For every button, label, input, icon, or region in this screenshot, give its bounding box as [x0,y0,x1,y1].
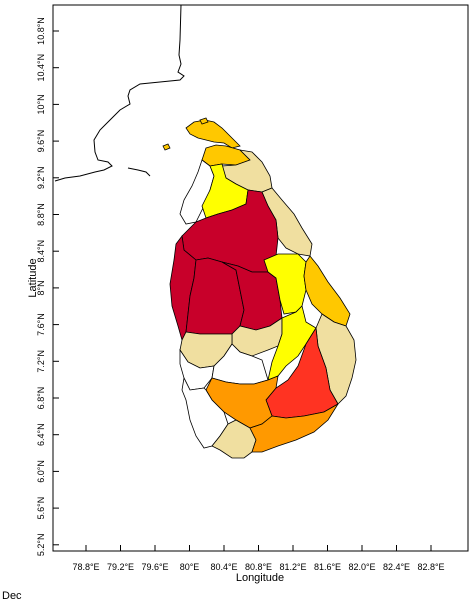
y-axis-title: Latitude [27,258,39,297]
x-tick-label: 81.6°E [314,562,341,572]
y-tick-label: 10.4°N [36,54,46,82]
island-north [199,117,209,125]
sri-lanka-districts [162,119,357,459]
x-tick-label: 80.4°E [210,562,237,572]
x-tick-label: 80.8°E [245,562,272,572]
y-tick-label: 6.8°N [36,387,46,410]
x-tick-label: 79.2°E [107,562,134,572]
x-tick-label: 81.2°E [279,562,306,572]
y-tick-label: 5.2°N [36,533,46,556]
month-label: Dec [2,590,22,602]
y-tick-label: 10°N [36,94,46,114]
y-tick-label: 8.4°N [36,240,46,263]
district-nuwara-eliya[interactable] [267,305,317,381]
y-tick-label: 8°N [36,280,46,295]
y-tick-label: 7.2°N [36,350,46,373]
india-coastline [54,4,185,182]
district-hambantota[interactable] [249,403,339,453]
x-tick-label: 80°E [180,562,200,572]
y-tick-label: 6.4°N [36,423,46,446]
y-tick-label: 9.6°N [36,130,46,153]
y-tick-label: 8.8°N [36,203,46,226]
y-tick-label: 5.6°N [36,497,46,520]
district-galle[interactable] [211,419,257,459]
district-colombo[interactable] [179,348,215,391]
y-tick-label: 6.0°N [36,460,46,483]
y-axis: 10.8°N 10.4°N 10°N 9.6°N 9.2°N 8.8°N 8.4°N 8°N 7… [36,17,59,556]
x-tick-label: 78.8°E [72,562,99,572]
x-axis-title: Longitude [236,572,284,584]
y-tick-label: 9.2°N [36,166,46,189]
india-coastline-south [127,167,151,177]
x-tick-label: 82.8°E [417,562,444,572]
x-axis: 78.8°E 79.2°E 79.6°E 80°E 80.4°E 80.8°E 81.2°E… [72,545,445,572]
x-tick-label: 82.0°E [348,562,375,572]
x-tick-label: 82.4°E [383,562,410,572]
y-tick-label: 10.8°N [36,17,46,45]
x-tick-label: 79.6°E [141,562,168,572]
district-jaffna-island[interactable] [162,143,171,151]
y-tick-label: 7.6°N [36,313,46,336]
